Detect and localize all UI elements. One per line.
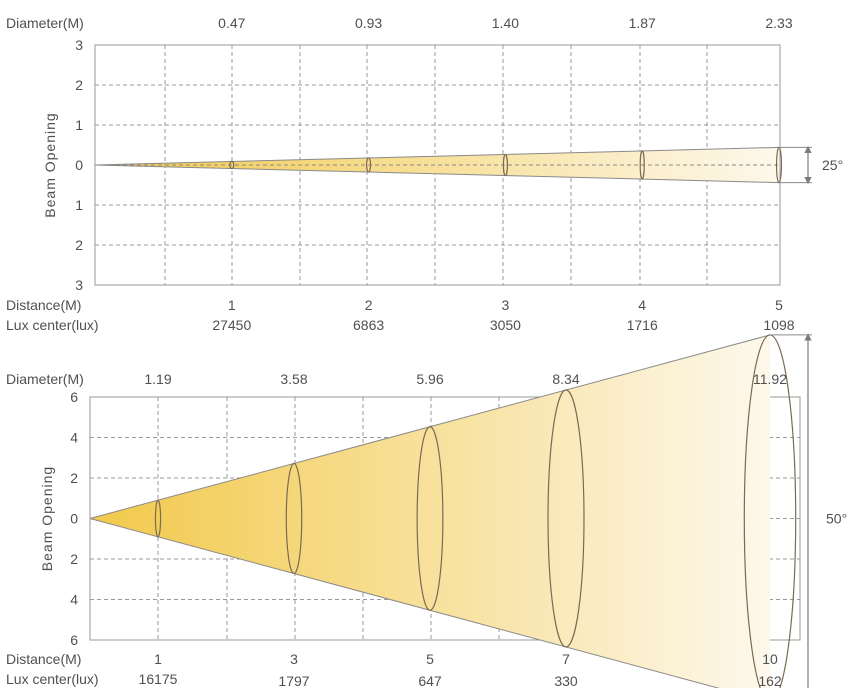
distance-value: 2	[365, 297, 373, 313]
lux-value: 27450	[212, 317, 251, 333]
beam-edge-upper	[94, 146, 780, 166]
y-tick-label: 0	[75, 157, 83, 173]
lux-value: 1797	[278, 673, 309, 688]
lux-row-label: Lux center(lux)	[6, 671, 99, 687]
beam-angle-label: 25°	[822, 157, 843, 173]
y-tick-label: 2	[70, 551, 78, 567]
diameter-value: 8.34	[552, 371, 579, 387]
distance-value: 3	[502, 297, 510, 313]
diameter-value: 5.96	[416, 371, 443, 387]
diameter-value: 1.40	[492, 15, 519, 31]
beam-section-ellipse	[285, 462, 303, 575]
lux-value: 330	[554, 673, 578, 688]
lux-value: 647	[418, 673, 442, 688]
diameter-value: 1.87	[629, 15, 656, 31]
y-tick-label: 2	[75, 77, 83, 93]
distance-value: 3	[290, 651, 298, 667]
lux-value: 1098	[763, 317, 794, 333]
distance-value: 4	[638, 297, 646, 313]
distance-value: 7	[562, 651, 570, 667]
beam-section-ellipse	[547, 389, 585, 648]
y-tick-label: 6	[70, 389, 78, 405]
lux-value: 3050	[490, 317, 521, 333]
y-tick-label: 2	[75, 237, 83, 253]
lux-value: 162	[758, 673, 782, 688]
lux-row-label: Lux center(lux)	[6, 317, 99, 333]
diameter-row-label: Diameter(M)	[6, 15, 84, 31]
y-tick-label: 0	[70, 511, 78, 527]
y-tick-label: 6	[70, 632, 78, 648]
y-tick-label: 4	[70, 430, 78, 446]
distance-row-label: Distance(M)	[6, 651, 81, 667]
distance-value: 10	[762, 651, 778, 667]
distance-value: 1	[154, 651, 162, 667]
beam-edge-lower	[94, 164, 780, 184]
beam-section-ellipse	[502, 153, 508, 177]
beam-angle-label: 50°	[826, 511, 847, 527]
y-tick-label: 3	[75, 277, 83, 293]
diameter-value: 0.93	[355, 15, 382, 31]
y-tick-label: 1	[75, 197, 83, 213]
beam-cone	[95, 147, 779, 183]
y-axis-label: Beam Opening	[39, 466, 55, 571]
y-tick-label: 4	[70, 592, 78, 608]
diameter-value: 11.92	[753, 371, 787, 387]
beam-section-ellipse	[366, 157, 372, 173]
y-tick-label: 2	[70, 470, 78, 486]
diameter-value: 1.19	[144, 371, 171, 387]
beam-diagram-narrow: 3 2 1 0 1 2 3 Beam Opening 25° Diameter(M) Distanc…	[6, 15, 843, 333]
beam-section-ellipse	[154, 499, 162, 538]
distance-row-label: Distance(M)	[6, 297, 81, 313]
beam-section-ellipse	[639, 150, 645, 180]
lux-value: 1716	[627, 317, 658, 333]
diameter-value: 0.47	[218, 15, 245, 31]
diameter-row-label: Diameter(M)	[6, 371, 84, 387]
beam-section-ellipse	[416, 426, 444, 611]
lux-value: 16175	[139, 671, 178, 687]
y-tick-label: 3	[75, 37, 83, 53]
distance-value: 1	[228, 297, 236, 313]
y-axis-label: Beam Opening	[42, 112, 58, 217]
diameter-value: 3.58	[280, 371, 307, 387]
beam-section-ellipse	[229, 160, 235, 170]
beam-cone	[90, 334, 770, 688]
diameter-value: 2.33	[765, 15, 792, 31]
distance-value: 5	[426, 651, 434, 667]
distance-value: 5	[775, 297, 783, 313]
y-tick-label: 1	[75, 117, 83, 133]
beam-diagram-wide: 6 4 2 0 2 4 6 Beam Opening 50° Diameter(M) Distanc…	[6, 333, 847, 688]
lux-value: 6863	[353, 317, 384, 333]
